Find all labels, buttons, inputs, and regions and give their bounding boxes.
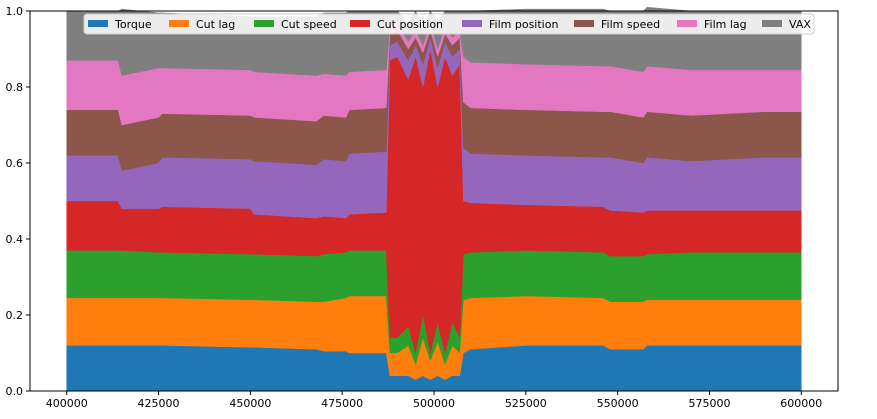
legend-label: Cut position [377, 18, 443, 31]
legend-swatch [350, 20, 370, 27]
y-axis: 0.0 0.2 0.4 0.6 0.8 1.0 [6, 5, 30, 398]
legend-swatch [677, 20, 697, 27]
y-tick-label: 0.8 [6, 81, 24, 94]
y-tick-label: 0.4 [6, 233, 24, 246]
x-axis: 400000 425000 450000 475000 500000 525000 5500… [46, 391, 822, 410]
legend: Torque Cut lag Cut speed Cut position Film p… [83, 13, 815, 35]
x-tick-label: 575000 [688, 397, 730, 410]
x-tick-label: 500000 [413, 397, 455, 410]
legend-swatch [169, 20, 189, 27]
legend-swatch [254, 20, 274, 27]
legend-swatch [574, 20, 594, 27]
y-tick-label: 1.0 [6, 5, 24, 18]
legend-swatch [88, 20, 108, 27]
legend-label: VAX [789, 18, 811, 31]
x-tick-label: 525000 [505, 397, 547, 410]
legend-swatch [762, 20, 782, 27]
area-layers [66, 6, 802, 392]
legend-label: Film position [489, 18, 558, 31]
legend-label: Cut speed [281, 18, 337, 31]
legend-label: Torque [114, 18, 152, 31]
legend-label: Film lag [704, 18, 747, 31]
x-tick-label: 475000 [321, 397, 363, 410]
y-tick-label: 0.2 [6, 309, 24, 322]
x-tick-label: 450000 [229, 397, 271, 410]
legend-label: Cut lag [196, 18, 235, 31]
legend-box [83, 13, 815, 35]
plot-frame [29, 10, 839, 392]
legend-swatch [462, 20, 482, 27]
y-tick-label: 0.0 [6, 385, 24, 398]
legend-label: Film speed [601, 18, 660, 31]
x-tick-label: 400000 [46, 397, 88, 410]
y-tick-label: 0.6 [6, 157, 24, 170]
x-tick-label: 600000 [780, 397, 822, 410]
x-tick-label: 550000 [597, 397, 639, 410]
x-tick-label: 425000 [138, 397, 180, 410]
